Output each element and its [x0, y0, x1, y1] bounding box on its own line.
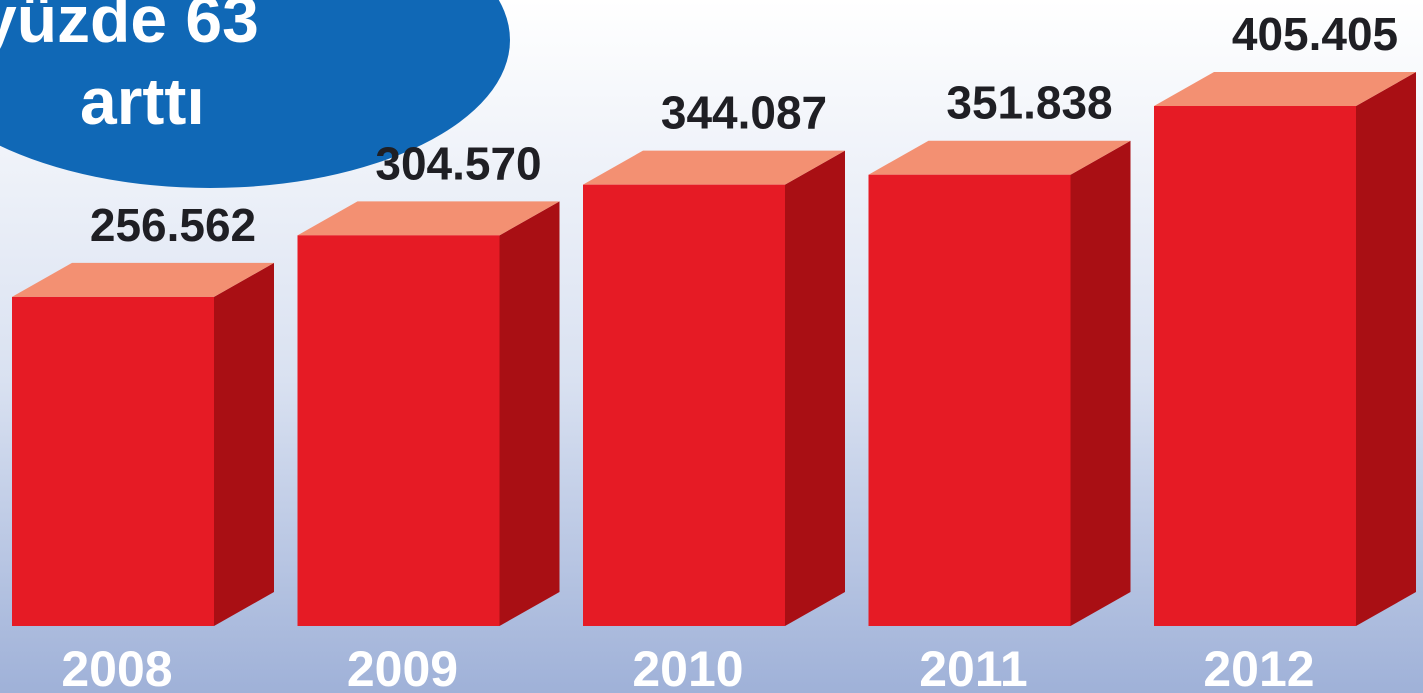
bar-2008: 256.562 2008 — [12, 199, 274, 693]
bar-2009: 304.570 2009 — [297, 137, 560, 693]
value-label-2010: 344.087 — [661, 87, 827, 139]
title-badge: yüzde 63 arttı — [0, 0, 510, 188]
bar-2011: 351.838 2011 — [868, 77, 1131, 693]
bar-side-2010 — [785, 150, 845, 626]
year-label-2012: 2012 — [1203, 641, 1314, 693]
year-label-2008: 2008 — [61, 641, 172, 693]
badge-ellipse — [0, 0, 510, 188]
bar-top-2009 — [297, 201, 560, 236]
badge-line-2: arttı — [80, 64, 205, 138]
bars: 256.562 2008 304.570 2009 344.087 2010 351.838… — [12, 8, 1416, 693]
bar-top-2008 — [12, 262, 274, 297]
bar-top-2010 — [583, 150, 845, 185]
bar-side-2009 — [499, 201, 560, 626]
bar-side-2011 — [1070, 140, 1131, 626]
bar-top-2012 — [1154, 72, 1416, 106]
year-label-2009: 2009 — [347, 641, 458, 693]
year-label-2011: 2011 — [919, 641, 1027, 693]
year-label-2010: 2010 — [632, 641, 743, 693]
bar-front-2011 — [868, 174, 1071, 626]
value-label-2012: 405.405 — [1232, 8, 1398, 60]
bar-front-2008 — [12, 296, 214, 626]
value-label-2009: 304.570 — [375, 137, 541, 189]
bar-2012: 405.405 2012 — [1154, 8, 1416, 693]
badge-line-1: yüzde 63 — [0, 0, 259, 56]
bar-top-2011 — [868, 140, 1131, 175]
value-label-2011: 351.838 — [946, 77, 1112, 129]
bar-side-2012 — [1356, 72, 1416, 626]
bar-front-2009 — [297, 235, 500, 626]
bar-front-2010 — [583, 184, 785, 626]
bar-front-2012 — [1154, 106, 1356, 626]
bar-2010: 344.087 2010 — [583, 87, 845, 693]
bar-side-2008 — [214, 262, 274, 626]
value-label-2008: 256.562 — [90, 199, 256, 251]
